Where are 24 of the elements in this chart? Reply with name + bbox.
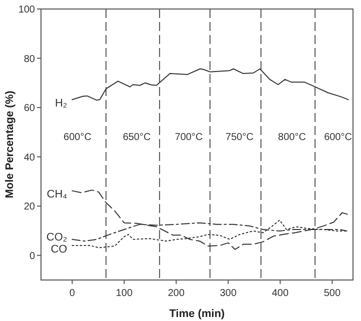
x-tick-label: 400 <box>272 288 289 299</box>
x-tick-label: 0 <box>69 288 76 299</box>
y-tick-label: 40 <box>24 152 36 164</box>
x-axis-title: Time (min) <box>169 308 226 320</box>
annotation: 600°C <box>324 132 352 143</box>
annotation: 750°C <box>226 132 254 143</box>
series-label: H₂ <box>54 98 68 110</box>
x-tick-label: 100 <box>116 288 133 299</box>
y-tick-label: 100 <box>18 4 36 16</box>
y-tick-label: 20 <box>24 202 36 213</box>
annotation: 700°C <box>174 132 203 143</box>
series-label: CO₂ <box>46 231 68 244</box>
y-axis-title: Mole Percentage (%) <box>4 90 16 198</box>
y-tick-label: 60 <box>24 103 36 114</box>
x-tick-label: 300 <box>220 288 237 299</box>
annotation: 650°C <box>122 132 151 143</box>
x-tick-label: 500 <box>324 288 341 299</box>
series-label: CO <box>50 243 68 256</box>
series-label: CH₄ <box>46 188 68 201</box>
annotation: 600°C <box>64 132 92 143</box>
annotation: 800°C <box>278 132 306 143</box>
y-tick-label: 80 <box>24 54 36 65</box>
y-tick-label: 0 <box>29 250 36 262</box>
x-tick-label: 200 <box>168 288 185 299</box>
